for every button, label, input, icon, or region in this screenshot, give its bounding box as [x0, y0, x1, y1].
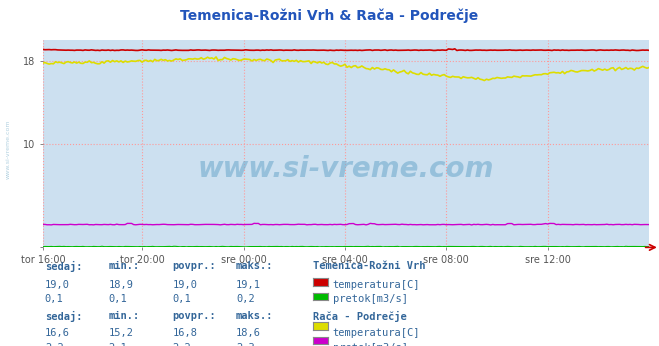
Text: 0,1: 0,1 — [45, 294, 63, 304]
Text: 15,2: 15,2 — [109, 328, 134, 338]
Text: 18,9: 18,9 — [109, 280, 134, 290]
Text: 18,6: 18,6 — [236, 328, 261, 338]
Text: Temenica-Rožni Vrh: Temenica-Rožni Vrh — [313, 261, 426, 271]
Text: povpr.:: povpr.: — [173, 311, 216, 321]
Text: 2,3: 2,3 — [236, 343, 254, 346]
Text: 0,1: 0,1 — [109, 294, 127, 304]
Text: 19,0: 19,0 — [45, 280, 70, 290]
Text: www.si-vreme.com: www.si-vreme.com — [198, 155, 494, 182]
Text: temperatura[C]: temperatura[C] — [333, 328, 420, 338]
Text: maks.:: maks.: — [236, 261, 273, 271]
Text: Rača - Podrečje: Rača - Podrečje — [313, 311, 407, 322]
Text: sedaj:: sedaj: — [45, 311, 82, 322]
Text: 2,2: 2,2 — [173, 343, 191, 346]
Text: 0,1: 0,1 — [173, 294, 191, 304]
Text: 16,8: 16,8 — [173, 328, 198, 338]
Text: 2,2: 2,2 — [45, 343, 63, 346]
Text: pretok[m3/s]: pretok[m3/s] — [333, 343, 408, 346]
Text: 16,6: 16,6 — [45, 328, 70, 338]
Text: min.:: min.: — [109, 261, 140, 271]
Text: sedaj:: sedaj: — [45, 261, 82, 272]
Text: min.:: min.: — [109, 311, 140, 321]
Text: 2,1: 2,1 — [109, 343, 127, 346]
Text: pretok[m3/s]: pretok[m3/s] — [333, 294, 408, 304]
Text: www.si-vreme.com: www.si-vreme.com — [5, 119, 11, 179]
Text: 19,1: 19,1 — [236, 280, 261, 290]
Text: Temenica-Rožni Vrh & Rača - Podrečje: Temenica-Rožni Vrh & Rača - Podrečje — [181, 9, 478, 23]
Text: 0,2: 0,2 — [236, 294, 254, 304]
Text: temperatura[C]: temperatura[C] — [333, 280, 420, 290]
Text: povpr.:: povpr.: — [173, 261, 216, 271]
Text: 19,0: 19,0 — [173, 280, 198, 290]
Text: maks.:: maks.: — [236, 311, 273, 321]
